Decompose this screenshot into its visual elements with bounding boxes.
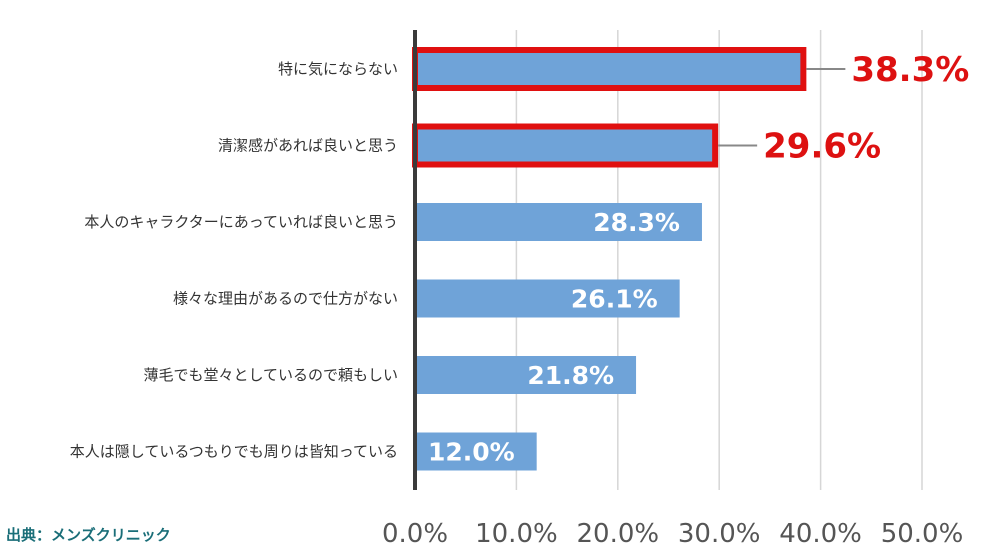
category-label: 特に気にならない [278,60,398,78]
x-tick-label: 50.0% [881,519,964,549]
category-label: 様々な理由があるので仕方がない [173,290,398,308]
x-tick-label: 40.0% [779,519,862,549]
x-tick-label: 20.0% [576,519,659,549]
bar [415,126,716,165]
value-label: 38.3% [851,50,969,90]
bar [415,203,702,241]
bar [415,50,804,88]
bar [415,279,680,318]
value-label: 21.8% [527,361,614,390]
x-tick-labels: 0.0% 10.0% 20.0% 30.0% 40.0% 50.0% [382,519,963,549]
bars [412,47,846,471]
category-label: 本人のキャラクターにあっていれば良いと思う [84,213,398,231]
value-label: 12.0% [428,438,515,467]
source-credit: 出典：メンズクリニック [6,526,171,544]
bar [415,356,637,394]
value-label: 26.1% [571,285,658,314]
x-tick-label: 0.0% [382,519,448,549]
x-tick-label: 30.0% [678,519,761,549]
value-labels: 38.3% 29.6% 28.3% 26.1% 21.8% 12.0% [428,50,969,467]
value-label: 29.6% [763,127,881,167]
category-labels: 特に気にならない清潔感があれば良いと思う本人のキャラクターにあっていれば良いと思… [70,60,398,461]
x-tick-label: 10.0% [475,519,558,549]
value-label: 28.3% [593,208,680,237]
bar [415,432,537,471]
category-label: 本人は隠しているつもりでも周りは皆知っている [70,443,398,461]
category-label: 清潔感があれば良いと思う [218,137,398,155]
category-label: 薄毛でも堂々としているので頼もしい [143,366,398,384]
gridlines [515,30,923,490]
